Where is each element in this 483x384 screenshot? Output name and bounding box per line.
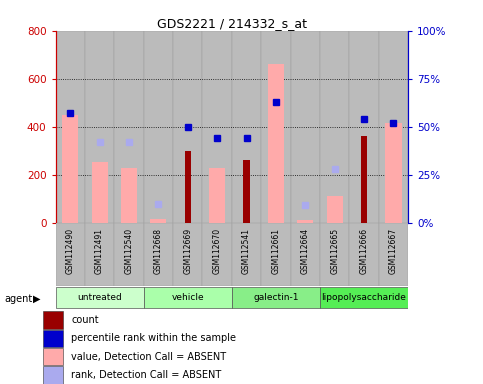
Text: galectin-1: galectin-1 <box>253 293 298 302</box>
Bar <box>144 287 232 308</box>
Bar <box>92 162 108 223</box>
Bar <box>202 223 232 286</box>
Text: percentile rank within the sample: percentile rank within the sample <box>71 333 236 343</box>
Text: GSM112540: GSM112540 <box>125 228 133 274</box>
Bar <box>268 65 284 223</box>
Bar <box>56 31 85 223</box>
Bar <box>385 123 401 223</box>
Bar <box>361 136 367 223</box>
Bar <box>62 115 78 223</box>
Bar <box>232 287 320 308</box>
Text: GSM112490: GSM112490 <box>66 228 75 274</box>
Bar <box>261 31 291 223</box>
Bar <box>150 219 167 223</box>
Bar <box>243 161 250 223</box>
Bar <box>320 31 349 223</box>
Bar <box>121 168 137 223</box>
Bar <box>261 223 291 286</box>
Bar <box>349 31 379 223</box>
Text: GSM112541: GSM112541 <box>242 228 251 274</box>
Text: value, Detection Call = ABSENT: value, Detection Call = ABSENT <box>71 352 227 362</box>
Bar <box>297 220 313 223</box>
Bar <box>43 366 63 384</box>
Text: vehicle: vehicle <box>171 293 204 302</box>
Bar <box>173 223 202 286</box>
Text: GSM112666: GSM112666 <box>359 228 369 274</box>
Bar <box>232 223 261 286</box>
Text: GSM112670: GSM112670 <box>213 228 222 274</box>
Bar <box>144 223 173 286</box>
Text: GSM112491: GSM112491 <box>95 228 104 274</box>
Bar <box>291 31 320 223</box>
Bar <box>291 223 320 286</box>
Bar <box>173 31 202 223</box>
Bar <box>43 348 63 366</box>
Bar <box>56 223 85 286</box>
Bar <box>320 287 408 308</box>
Text: GSM112664: GSM112664 <box>301 228 310 274</box>
Text: GSM112668: GSM112668 <box>154 228 163 274</box>
Bar <box>209 167 225 223</box>
Bar <box>185 151 191 223</box>
Text: GSM112665: GSM112665 <box>330 228 339 274</box>
Bar <box>85 31 114 223</box>
Bar <box>144 31 173 223</box>
Bar <box>320 223 349 286</box>
Text: ▶: ▶ <box>33 294 41 304</box>
Text: GSM112661: GSM112661 <box>271 228 281 274</box>
Text: agent: agent <box>5 294 33 304</box>
Bar <box>379 31 408 223</box>
Text: rank, Detection Call = ABSENT: rank, Detection Call = ABSENT <box>71 370 222 380</box>
Bar <box>114 223 144 286</box>
Bar <box>85 223 114 286</box>
Bar <box>327 196 343 223</box>
Text: untreated: untreated <box>77 293 122 302</box>
Bar <box>43 311 63 329</box>
Bar <box>43 329 63 347</box>
Bar <box>56 287 144 308</box>
Bar <box>114 31 144 223</box>
Text: GSM112669: GSM112669 <box>183 228 192 274</box>
Bar <box>232 31 261 223</box>
Text: GSM112667: GSM112667 <box>389 228 398 274</box>
Text: count: count <box>71 315 99 325</box>
Title: GDS2221 / 214332_s_at: GDS2221 / 214332_s_at <box>157 17 307 30</box>
Bar <box>349 223 379 286</box>
Bar <box>379 223 408 286</box>
Bar <box>202 31 232 223</box>
Text: lipopolysaccharide: lipopolysaccharide <box>322 293 407 302</box>
